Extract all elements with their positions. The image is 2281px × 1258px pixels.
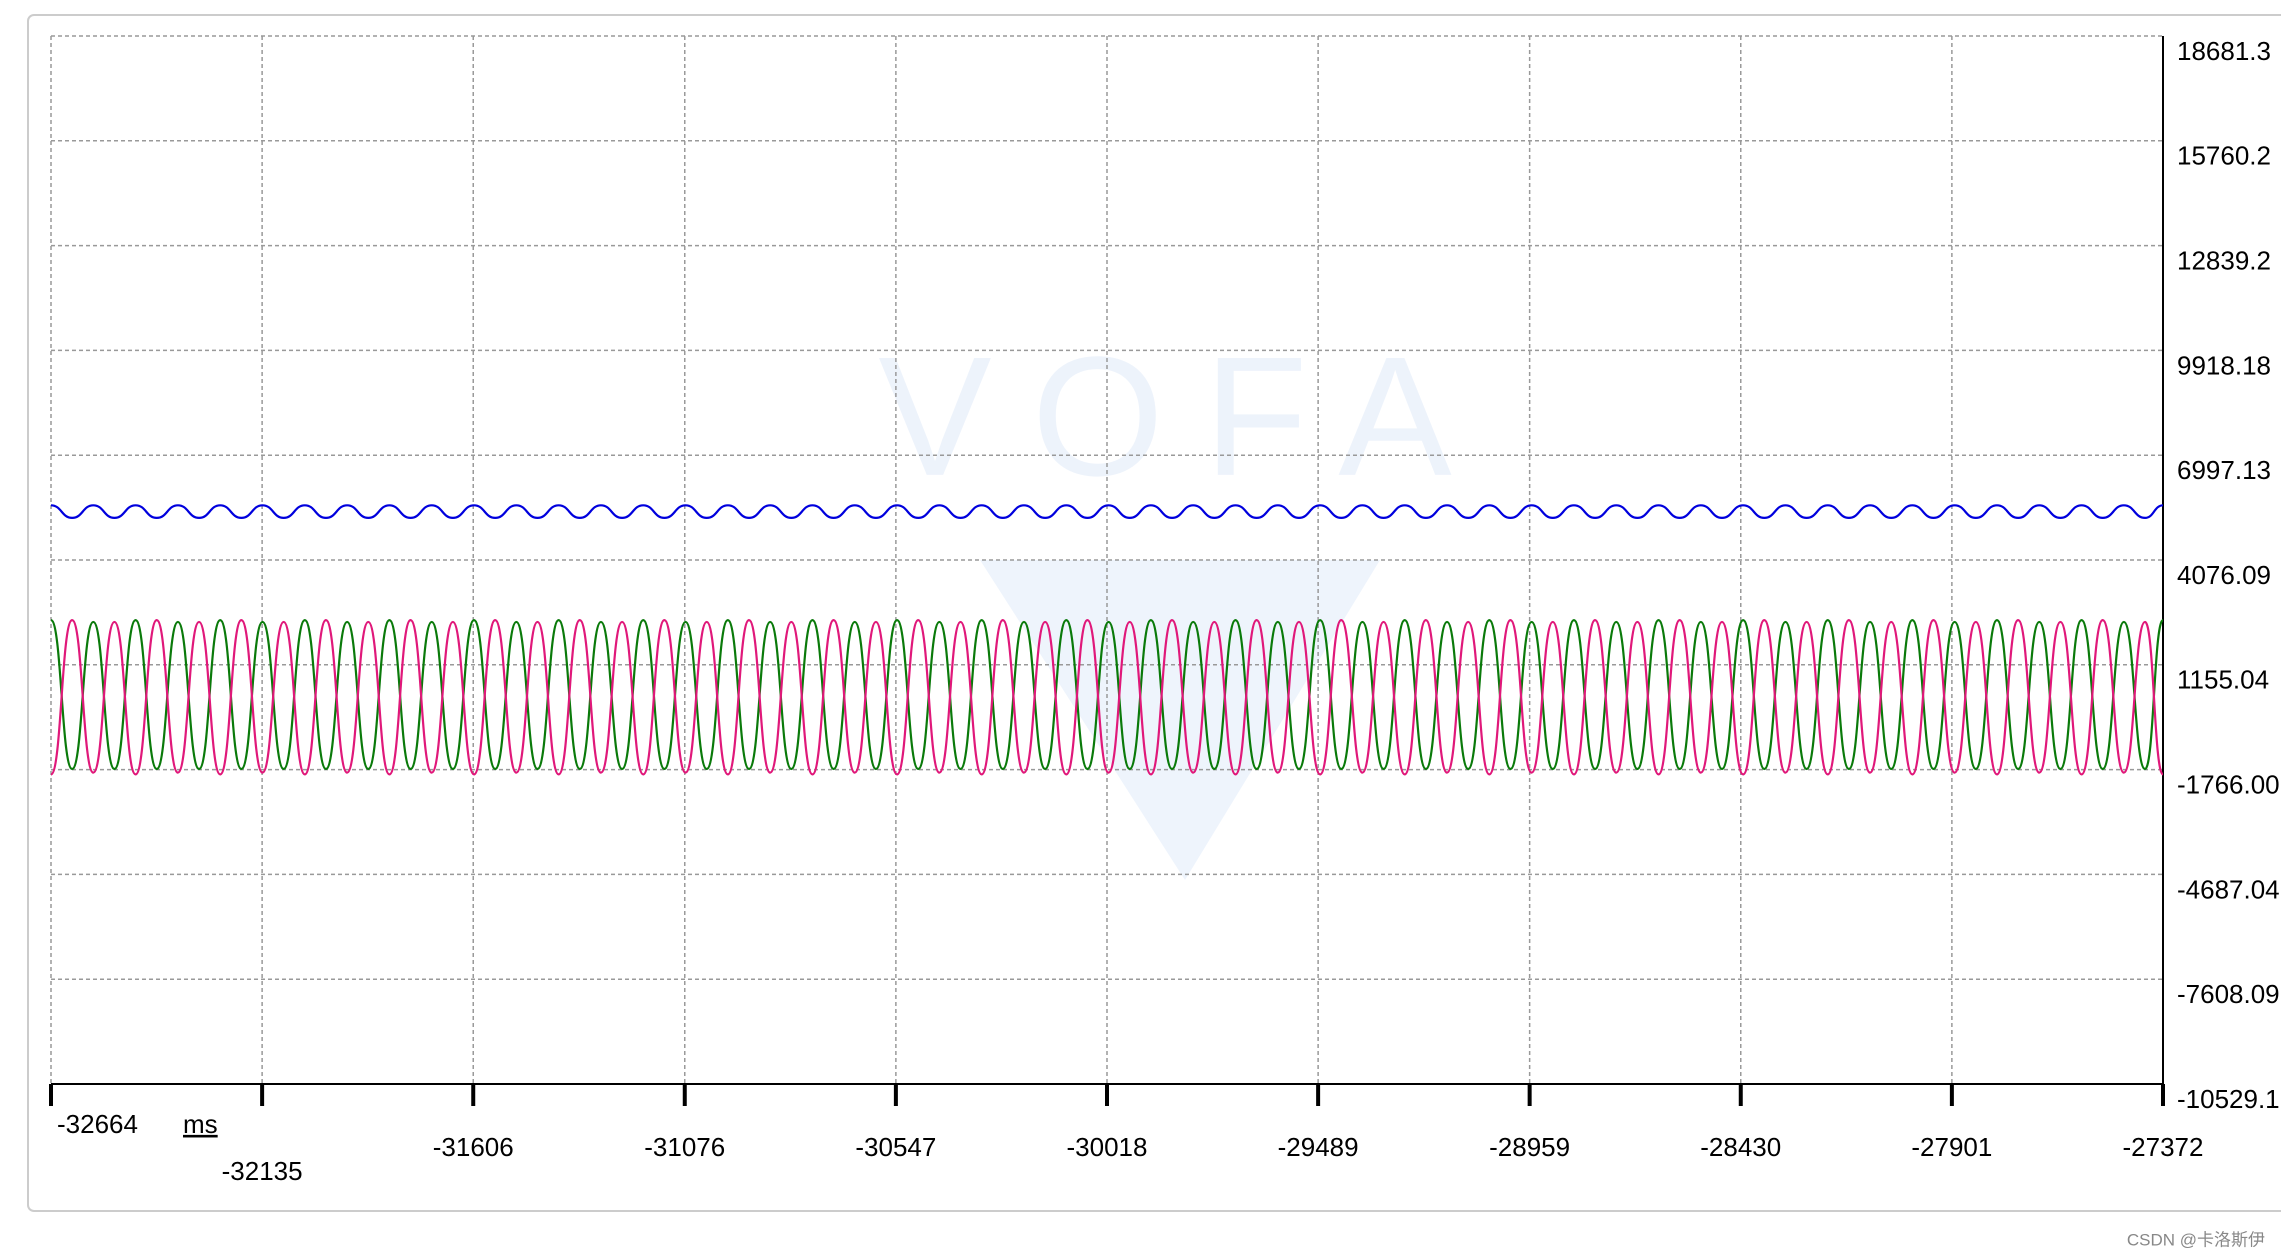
y-tick-label: -1766.00 — [2177, 769, 2280, 799]
x-tick-label: -32135 — [222, 1156, 303, 1186]
series-line — [49, 619, 2165, 771]
x-tick-label: -32664 — [57, 1109, 138, 1139]
x-unit: ms — [183, 1109, 218, 1139]
y-tick-label: 4076.09 — [2177, 560, 2271, 590]
x-tick-label: -30018 — [1067, 1132, 1148, 1162]
x-tick-label: -27372 — [2123, 1132, 2204, 1162]
y-tick-label: 1155.04 — [2177, 665, 2269, 695]
x-tick-label: -31606 — [433, 1132, 514, 1162]
x-tick-label: -28959 — [1489, 1132, 1570, 1162]
series-line — [50, 504, 2164, 519]
y-tick-label: 12839.2 — [2177, 245, 2271, 275]
x-tick-label: -30547 — [855, 1132, 936, 1162]
watermark: VOFA — [878, 322, 1491, 512]
y-tick-label: 15760.2 — [2177, 141, 2271, 171]
x-tick-label: -29489 — [1278, 1132, 1359, 1162]
y-tick-label: -10529.1 — [2177, 1084, 2280, 1114]
y-tick-label: 9918.18 — [2177, 350, 2271, 380]
y-tick-label: -7608.09 — [2177, 979, 2280, 1009]
y-tick-label: 18681.3 — [2177, 36, 2271, 66]
x-tick-label: -27901 — [1911, 1132, 1992, 1162]
x-tick-label: -28430 — [1700, 1132, 1781, 1162]
panel — [27, 14, 2281, 1212]
series-line — [49, 619, 2165, 776]
y-tick-label: -4687.04 — [2177, 874, 2280, 904]
credit: CSDN @卡洛斯伊 — [2127, 1230, 2265, 1249]
x-tick-label: -31076 — [644, 1132, 725, 1162]
y-tick-label: 6997.13 — [2177, 455, 2271, 485]
